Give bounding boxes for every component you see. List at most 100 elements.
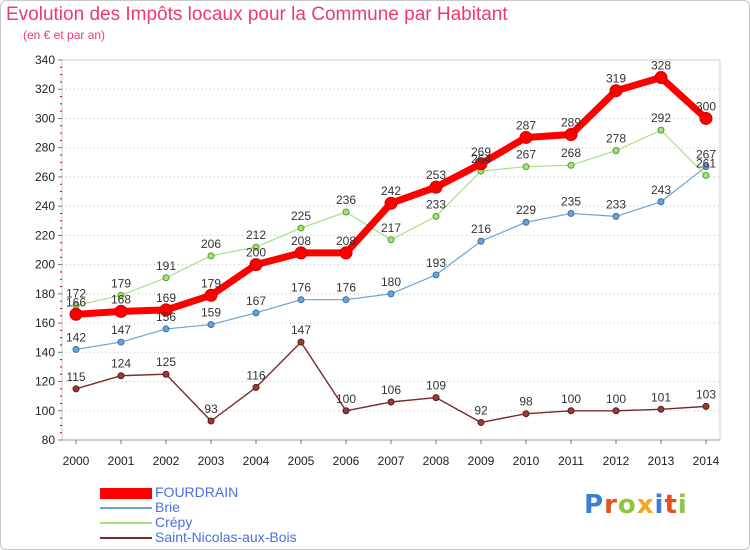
y-tick-label: 220	[35, 228, 55, 242]
data-label-saint-nicolas-aux-bois: 115	[66, 370, 85, 384]
data-label-brie: 267	[696, 148, 716, 162]
data-label-fourdrain: 253	[426, 168, 446, 182]
x-tick-label: 2011	[558, 454, 584, 468]
data-label-saint-nicolas-aux-bois: 100	[336, 392, 356, 406]
data-point-brie	[207, 321, 215, 329]
data-label-cr-py: 278	[606, 132, 626, 146]
data-point-saint-nicolas-aux-bois	[342, 407, 350, 415]
legend-swatch-saint-nicolas-aux-bois	[100, 537, 152, 539]
data-label-fourdrain: 208	[336, 234, 356, 248]
data-point-saint-nicolas-aux-bois	[252, 383, 260, 391]
x-tick-label: 2008	[423, 454, 450, 468]
data-label-cr-py: 206	[201, 237, 221, 251]
data-label-cr-py: 179	[111, 276, 131, 290]
data-point-brie	[387, 290, 395, 298]
data-label-fourdrain: 287	[516, 118, 536, 132]
data-label-saint-nicolas-aux-bois: 100	[606, 392, 626, 406]
data-point-saint-nicolas-aux-bois	[522, 410, 530, 418]
x-tick-label: 2014	[693, 454, 720, 468]
legend-swatch-fourdrain	[100, 488, 152, 499]
data-point-cr-py	[252, 243, 260, 251]
data-label-saint-nicolas-aux-bois: 93	[204, 402, 218, 416]
data-point-fourdrain	[429, 180, 443, 194]
y-tick-label: 120	[35, 375, 55, 389]
data-point-fourdrain	[294, 246, 308, 260]
data-point-saint-nicolas-aux-bois	[162, 370, 170, 378]
data-point-cr-py	[342, 208, 350, 216]
data-label-cr-py: 268	[561, 146, 581, 160]
data-label-fourdrain: 208	[291, 234, 311, 248]
data-label-saint-nicolas-aux-bois: 103	[696, 387, 716, 401]
data-point-fourdrain	[159, 303, 173, 317]
legend-swatch-cr-py	[100, 522, 152, 524]
data-point-brie	[477, 237, 485, 245]
data-point-fourdrain	[339, 246, 353, 260]
data-point-cr-py	[162, 274, 170, 282]
data-point-cr-py	[117, 291, 125, 299]
data-point-cr-py	[522, 163, 530, 171]
data-point-saint-nicolas-aux-bois	[432, 394, 440, 402]
data-point-saint-nicolas-aux-bois	[297, 338, 305, 346]
data-point-fourdrain	[249, 258, 263, 272]
data-point-saint-nicolas-aux-bois	[207, 417, 215, 425]
data-point-saint-nicolas-aux-bois	[477, 418, 485, 426]
data-label-cr-py: 225	[291, 209, 311, 223]
x-tick-label: 2010	[513, 454, 540, 468]
x-tick-label: 2000	[63, 454, 90, 468]
data-point-brie	[657, 198, 665, 206]
data-point-saint-nicolas-aux-bois	[657, 405, 665, 413]
data-point-brie	[297, 296, 305, 304]
data-point-brie	[72, 345, 80, 353]
x-tick-label: 2004	[243, 454, 270, 468]
data-label-fourdrain: 242	[381, 184, 401, 198]
x-tick-label: 2003	[198, 454, 225, 468]
data-point-fourdrain	[699, 111, 713, 125]
data-label-brie: 233	[606, 197, 626, 211]
data-point-saint-nicolas-aux-bois	[387, 398, 395, 406]
y-tick-label: 280	[35, 141, 55, 155]
data-label-brie: 167	[246, 294, 266, 308]
data-point-brie	[252, 309, 260, 317]
data-label-cr-py: 236	[336, 193, 356, 207]
data-point-saint-nicolas-aux-bois	[72, 385, 80, 393]
data-point-brie	[567, 209, 575, 217]
data-label-brie: 243	[651, 183, 671, 197]
data-label-brie: 193	[426, 256, 446, 270]
data-point-brie	[432, 271, 440, 279]
legend-label-saint-nicolas-aux-bois: Saint-Nicolas-aux-Bois	[155, 529, 297, 545]
data-label-fourdrain: 319	[606, 72, 626, 86]
data-label-cr-py: 191	[156, 259, 176, 273]
data-point-saint-nicolas-aux-bois	[117, 372, 125, 380]
data-point-cr-py	[567, 161, 575, 169]
y-tick-label: 300	[35, 111, 55, 125]
data-point-fourdrain	[564, 128, 578, 142]
data-label-cr-py: 292	[651, 111, 671, 125]
data-point-brie	[117, 338, 125, 346]
data-point-cr-py	[657, 126, 665, 134]
x-tick-label: 2012	[603, 454, 630, 468]
legend-swatch-brie	[100, 507, 152, 509]
data-label-cr-py: 233	[426, 197, 446, 211]
data-label-saint-nicolas-aux-bois: 101	[651, 390, 671, 404]
data-label-cr-py: 261	[696, 156, 716, 170]
data-point-cr-py	[387, 236, 395, 244]
data-label-brie: 156	[156, 310, 176, 324]
x-tick-label: 2006	[333, 454, 360, 468]
y-tick-label: 140	[35, 345, 55, 359]
data-label-brie: 147	[111, 323, 131, 337]
legend-label-brie: Brie	[155, 499, 180, 515]
data-label-cr-py: 267	[516, 148, 536, 162]
data-label-fourdrain: 328	[651, 59, 671, 73]
x-tick-label: 2013	[648, 454, 675, 468]
data-label-cr-py: 172	[66, 287, 86, 301]
data-label-saint-nicolas-aux-bois: 92	[474, 403, 488, 417]
y-tick-label: 320	[35, 82, 55, 96]
chart-title: Evolution des Impôts locaux pour la Comm…	[6, 4, 508, 25]
data-label-fourdrain: 168	[111, 292, 131, 306]
data-label-fourdrain: 169	[156, 291, 176, 305]
data-label-brie: 142	[66, 330, 86, 344]
x-tick-label: 2002	[153, 454, 180, 468]
x-tick-label: 2005	[288, 454, 315, 468]
chart-subtitle: (en € et par an)	[23, 28, 106, 42]
y-tick-label: 240	[35, 199, 55, 213]
